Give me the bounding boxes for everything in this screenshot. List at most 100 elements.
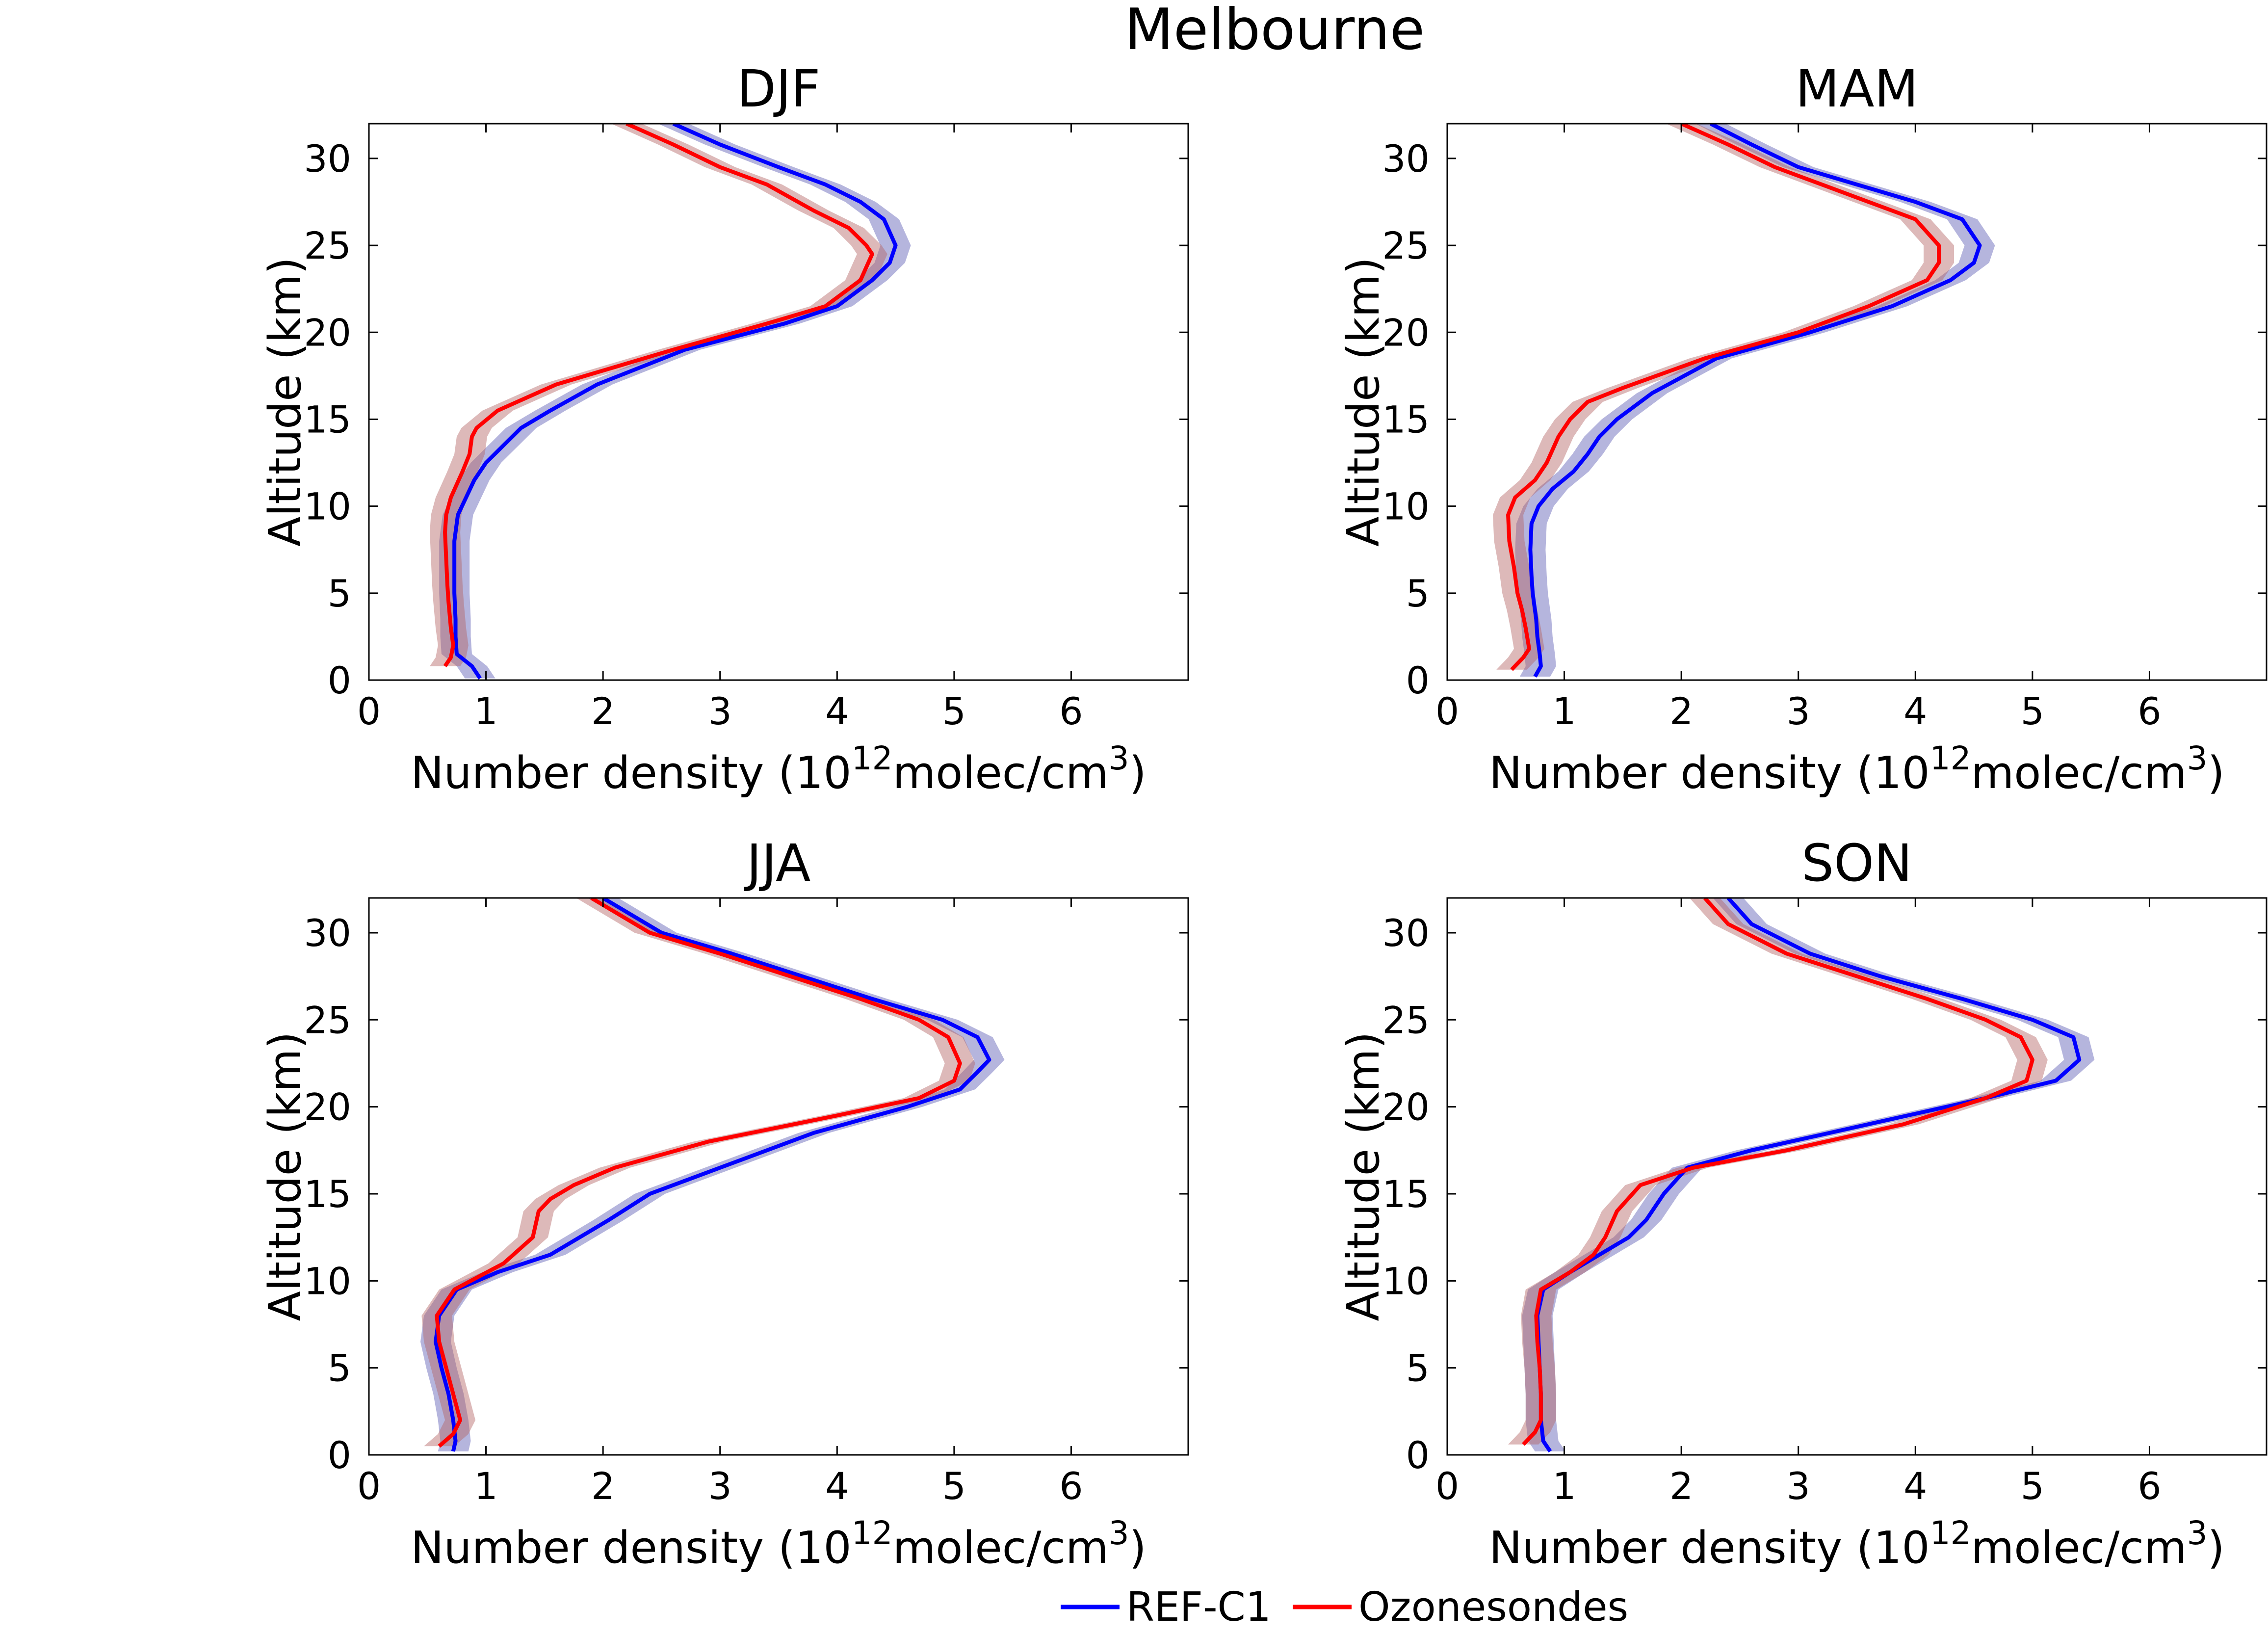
y-tick-label: 0 <box>328 658 351 702</box>
x-tick-label: 0 <box>357 1464 381 1508</box>
y-tick-label: 0 <box>328 1433 351 1477</box>
x-tick-label: 5 <box>942 1464 966 1508</box>
y-tick-label: 30 <box>1382 911 1430 955</box>
axes-frame <box>368 123 1189 681</box>
legend-label-ozonesondes: Ozonesondes <box>1358 1584 1628 1631</box>
y-tick-label: 5 <box>328 572 351 615</box>
y-tick-label: 15 <box>304 1172 351 1216</box>
y-tick-label: 5 <box>1406 1346 1430 1390</box>
x-tick-label: 2 <box>591 689 615 733</box>
x-tick-label: 2 <box>1669 689 1693 733</box>
y-tick-label: 20 <box>1382 311 1430 354</box>
x-axis-label-exponent: 3 <box>1109 1514 1129 1552</box>
x-axis-label: Number density (1012molec/cm3) <box>1489 1514 2225 1574</box>
x-axis-label: Number density (1012molec/cm3) <box>1489 739 2225 799</box>
legend: REF-C1 Ozonesondes <box>1061 1584 1628 1631</box>
series-line-ozonesondes <box>1522 898 2034 1446</box>
plot-area-mam <box>1493 124 1995 678</box>
x-axis-label-part: molec/cm <box>893 1522 1109 1574</box>
y-tick-label: 30 <box>1382 137 1430 181</box>
x-tick-label: 4 <box>1903 1464 1927 1508</box>
x-tick-label: 3 <box>1787 689 1810 733</box>
series-line-ref-c1 <box>1528 124 1982 678</box>
y-tick-label: 25 <box>304 224 351 267</box>
x-tick-label: 0 <box>1435 689 1459 733</box>
x-tick-label: 3 <box>708 689 732 733</box>
x-tick-label: 1 <box>1552 1464 1576 1508</box>
x-axis-label-exponent: 3 <box>2187 739 2208 777</box>
x-tick-label: 0 <box>1435 1464 1459 1508</box>
y-axis-label: Altitude (km) <box>260 1031 311 1321</box>
y-tick-label: 25 <box>304 998 351 1042</box>
x-axis-label-part: molec/cm <box>1971 747 2187 799</box>
x-axis-label-exponent: 12 <box>1930 739 1971 777</box>
series-line-ref-c1 <box>452 124 898 680</box>
y-tick-label: 10 <box>1382 1259 1430 1303</box>
panel-title: SON <box>1801 833 1912 893</box>
y-axis-label: Altitude (km) <box>1338 257 1389 547</box>
x-axis-label-exponent: 3 <box>1109 739 1129 777</box>
x-tick-label: 3 <box>1787 1464 1810 1508</box>
x-tick-label: 5 <box>2021 1464 2044 1508</box>
x-tick-label: 6 <box>1059 1464 1083 1508</box>
x-tick-label: 5 <box>942 689 966 733</box>
x-tick-label: 4 <box>1903 689 1927 733</box>
x-axis-label-exponent: 12 <box>1930 1514 1971 1552</box>
x-axis-label-part: molec/cm <box>1971 1522 2187 1574</box>
x-axis-label-part: ) <box>1129 1522 1147 1574</box>
x-tick-label: 6 <box>1059 689 1083 733</box>
axes-frame <box>1446 897 2268 1456</box>
legend-label-ref-c1: REF-C1 <box>1126 1584 1271 1631</box>
figure-title: Melbourne <box>1124 0 1425 63</box>
x-tick-label: 6 <box>2138 1464 2161 1508</box>
x-tick-label: 1 <box>474 689 497 733</box>
x-tick-label: 0 <box>357 689 381 733</box>
y-tick-label: 25 <box>1382 224 1430 267</box>
y-tick-label: 20 <box>304 311 351 354</box>
x-axis-label-part: Number density (10 <box>1489 1522 1929 1574</box>
axes-frame <box>368 897 1189 1456</box>
y-tick-label: 30 <box>304 911 351 955</box>
uncertainty-band-ozonesondes <box>430 124 887 666</box>
y-tick-label: 20 <box>1382 1085 1430 1129</box>
series-line-ozonesondes <box>443 124 874 667</box>
y-tick-label: 0 <box>1406 1433 1430 1477</box>
axes-frame <box>1446 123 2268 681</box>
x-tick-label: 2 <box>591 1464 615 1508</box>
panel-title: MAM <box>1796 59 1919 119</box>
y-axis-label: Altitude (km) <box>1338 1031 1389 1321</box>
x-axis-label-part: molec/cm <box>893 747 1109 799</box>
series-line-ref-c1 <box>433 898 991 1452</box>
x-tick-label: 5 <box>2021 689 2044 733</box>
plot-area-djf <box>430 124 911 680</box>
y-tick-label: 15 <box>1382 397 1430 441</box>
x-tick-label: 3 <box>708 1464 732 1508</box>
x-axis-label: Number density (1012molec/cm3) <box>411 739 1147 799</box>
panel-title: DJF <box>737 59 821 119</box>
x-tick-label: 4 <box>825 1464 849 1508</box>
y-tick-label: 0 <box>1406 658 1430 702</box>
y-tick-label: 5 <box>328 1346 351 1390</box>
plot-area-jja <box>420 898 1005 1452</box>
x-tick-label: 2 <box>1669 1464 1693 1508</box>
y-tick-label: 20 <box>304 1085 351 1129</box>
y-tick-label: 10 <box>304 485 351 528</box>
x-axis-label-exponent: 3 <box>2187 1514 2208 1552</box>
y-axis-label: Altitude (km) <box>260 257 311 547</box>
x-tick-label: 1 <box>1552 689 1576 733</box>
x-axis-label-part: Number density (10 <box>411 747 851 799</box>
plot-area-son <box>1508 898 2095 1453</box>
x-axis-label-part: Number density (10 <box>1489 747 1929 799</box>
y-tick-label: 15 <box>304 397 351 441</box>
panel-title: JJA <box>744 833 811 893</box>
y-tick-label: 15 <box>1382 1172 1430 1216</box>
y-tick-label: 5 <box>1406 572 1430 615</box>
x-axis-label-part: ) <box>2208 1522 2225 1574</box>
